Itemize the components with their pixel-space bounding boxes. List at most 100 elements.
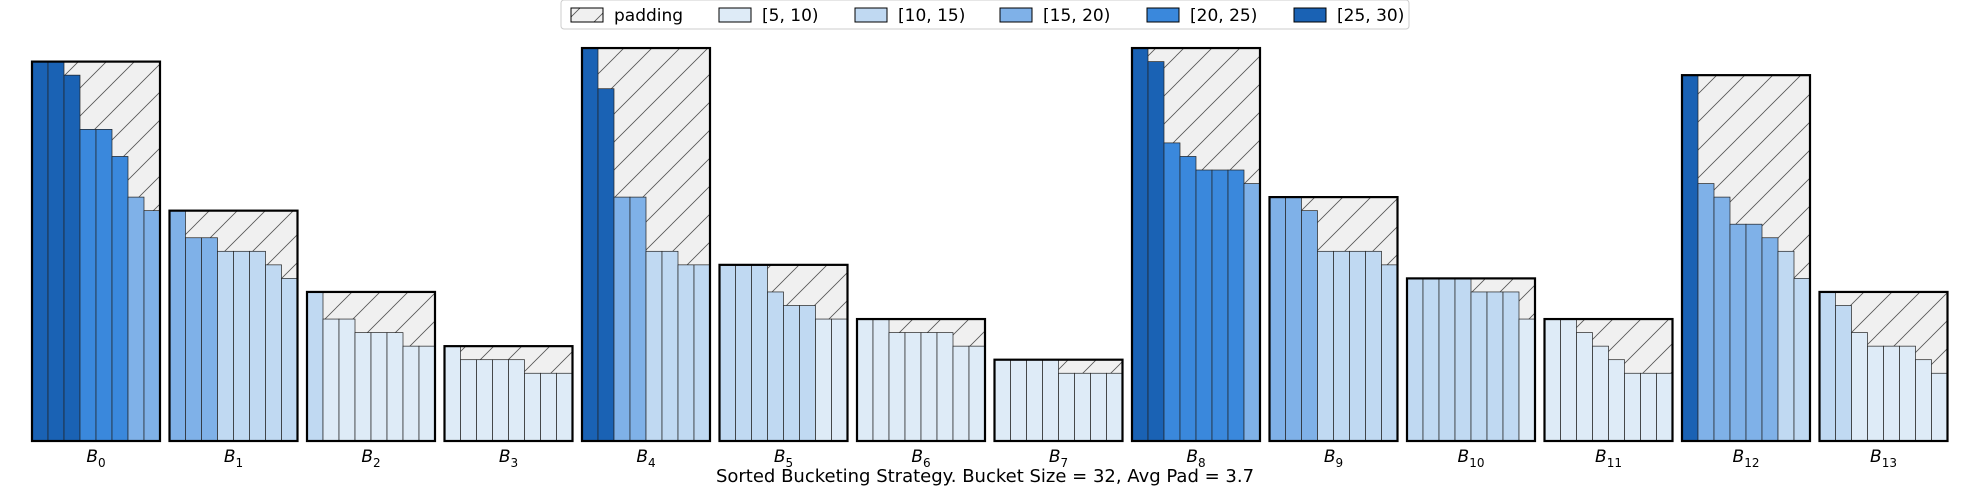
bucket-group: B6 bbox=[855, 317, 987, 470]
bucket-group: B0 bbox=[30, 60, 162, 470]
legend-label: padding bbox=[614, 6, 683, 26]
sequence-bar bbox=[1819, 291, 1836, 442]
sequence-bar bbox=[1381, 264, 1398, 442]
sequence-bar bbox=[661, 250, 679, 442]
bucket-outline bbox=[443, 345, 574, 443]
sequence-bar bbox=[476, 359, 493, 442]
bucket-tick-label: B12 bbox=[1733, 447, 1760, 470]
sequence-bar bbox=[1745, 223, 1763, 442]
sequence-bar bbox=[524, 372, 541, 442]
sequence-bar bbox=[693, 264, 711, 442]
sequence-bar bbox=[1560, 318, 1577, 442]
sequence-bar bbox=[872, 318, 890, 442]
sequence-bar bbox=[460, 359, 477, 442]
sequence-bar bbox=[1406, 278, 1424, 442]
bucket-group: B12 bbox=[1680, 74, 1812, 470]
legend-swatch bbox=[999, 7, 1033, 23]
sequence-bar bbox=[444, 345, 461, 442]
sequence-bar bbox=[249, 250, 266, 442]
sequence-bar bbox=[1486, 291, 1504, 442]
sequence-bar bbox=[1333, 250, 1350, 442]
sequence-bar bbox=[1269, 196, 1286, 442]
sequence-bar bbox=[1793, 278, 1811, 442]
bucket-tick-label: B7 bbox=[1049, 447, 1068, 470]
sequence-bar bbox=[1422, 278, 1440, 442]
sequence-bar bbox=[831, 318, 848, 442]
bucket-group: B13 bbox=[1818, 290, 1949, 470]
bucket-group: B8 bbox=[1130, 46, 1262, 470]
sequence-bar bbox=[1438, 278, 1456, 442]
legend-swatch bbox=[718, 7, 752, 23]
bucket-outline bbox=[305, 290, 437, 443]
bucket-tick-label: B2 bbox=[361, 447, 380, 470]
sequence-bar bbox=[306, 291, 324, 442]
legend: padding [5, 10) [10, 15) [15, 20) [20, 25) [2… bbox=[560, 0, 1410, 30]
sequence-bar bbox=[143, 210, 161, 442]
sequence-bar bbox=[1729, 223, 1747, 442]
bucket-tick-label: B6 bbox=[911, 447, 930, 470]
bucket-group: B11 bbox=[1543, 317, 1674, 470]
sequence-bar bbox=[815, 318, 832, 442]
legend-label: [25, 30) bbox=[1337, 6, 1404, 26]
sequence-bar bbox=[1074, 372, 1091, 442]
sequence-bar bbox=[677, 264, 695, 442]
bucket-outline bbox=[855, 317, 987, 443]
legend-swatch bbox=[1293, 7, 1327, 23]
sequence-bar bbox=[1899, 345, 1916, 442]
bucket-tick-label: B11 bbox=[1595, 447, 1622, 470]
sequence-bar bbox=[1106, 372, 1123, 442]
sequence-bar bbox=[1713, 196, 1731, 442]
sequence-bar bbox=[994, 359, 1011, 442]
bucket-tick-label: B9 bbox=[1324, 447, 1343, 470]
sequence-bar bbox=[233, 250, 250, 442]
bucket-tick-label: B8 bbox=[1186, 447, 1205, 470]
bucket-group: B10 bbox=[1405, 277, 1537, 470]
bucket-tick-label: B10 bbox=[1458, 447, 1485, 470]
sequence-bar bbox=[1697, 183, 1715, 442]
sequence-bar bbox=[1285, 196, 1302, 442]
sequence-bar bbox=[185, 237, 202, 442]
sequence-bar bbox=[1931, 372, 1948, 442]
sequence-bar bbox=[1681, 74, 1699, 442]
sequence-bar bbox=[1179, 156, 1197, 442]
sequence-bar bbox=[281, 278, 298, 442]
legend-swatch bbox=[1146, 7, 1180, 23]
sequence-bar bbox=[1518, 318, 1536, 442]
bucket-tick-label: B13 bbox=[1870, 447, 1897, 470]
sequence-bar bbox=[1131, 47, 1149, 442]
sequence-bar bbox=[1867, 345, 1884, 442]
sequence-bar bbox=[1835, 305, 1852, 442]
sequence-bar bbox=[1301, 210, 1318, 442]
bucket-group: B3 bbox=[443, 345, 574, 470]
sequence-bar bbox=[1915, 359, 1932, 442]
sequence-bar bbox=[508, 359, 525, 442]
legend-label: [20, 25) bbox=[1190, 6, 1257, 26]
sequence-bar bbox=[47, 61, 65, 442]
sequence-bar bbox=[418, 345, 436, 442]
sequence-bar bbox=[1851, 332, 1868, 442]
sequence-bar bbox=[1640, 372, 1657, 442]
sequence-bar bbox=[79, 129, 97, 442]
sequence-bar bbox=[354, 332, 372, 442]
sequence-bar bbox=[1777, 250, 1795, 442]
bucket-group: B1 bbox=[168, 209, 299, 470]
sequence-bar bbox=[767, 291, 784, 442]
sequence-bar bbox=[904, 332, 922, 442]
bucket-group: B9 bbox=[1268, 196, 1399, 470]
sequence-bar bbox=[888, 332, 906, 442]
bucket-group: B4 bbox=[580, 46, 712, 470]
sequence-bar bbox=[1576, 332, 1593, 442]
sequence-bar bbox=[402, 345, 420, 442]
sequence-bar bbox=[1010, 359, 1027, 442]
sequence-bar bbox=[1470, 291, 1488, 442]
sequence-bar bbox=[1608, 359, 1625, 442]
sequence-bar bbox=[386, 332, 404, 442]
sequence-bar bbox=[1090, 372, 1107, 442]
bucket-tick-label: B4 bbox=[636, 447, 655, 470]
sequence-bar bbox=[581, 47, 599, 442]
sequence-bar bbox=[856, 318, 874, 442]
sequence-bar bbox=[1147, 61, 1165, 442]
sequence-bar bbox=[63, 74, 81, 442]
legend-label: [10, 15) bbox=[898, 6, 965, 26]
sequence-bar bbox=[751, 264, 768, 442]
